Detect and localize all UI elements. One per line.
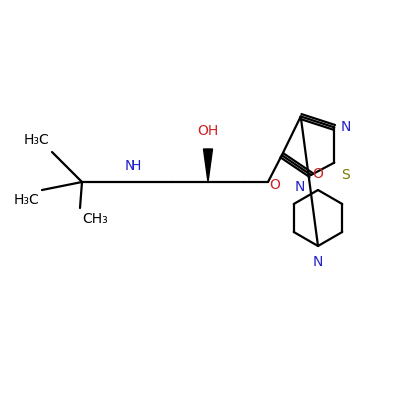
Polygon shape — [204, 149, 212, 182]
Text: O: O — [312, 167, 324, 181]
Text: OH: OH — [197, 124, 219, 138]
Text: N: N — [295, 180, 305, 194]
Text: H₃C: H₃C — [13, 193, 39, 207]
Text: N: N — [340, 120, 351, 134]
Text: N: N — [125, 159, 135, 173]
Text: H₃C: H₃C — [23, 133, 49, 147]
Text: N: N — [313, 255, 323, 269]
Text: CH₃: CH₃ — [82, 212, 108, 226]
Text: H: H — [131, 159, 141, 173]
Text: S: S — [341, 168, 350, 182]
Text: O: O — [270, 178, 280, 192]
